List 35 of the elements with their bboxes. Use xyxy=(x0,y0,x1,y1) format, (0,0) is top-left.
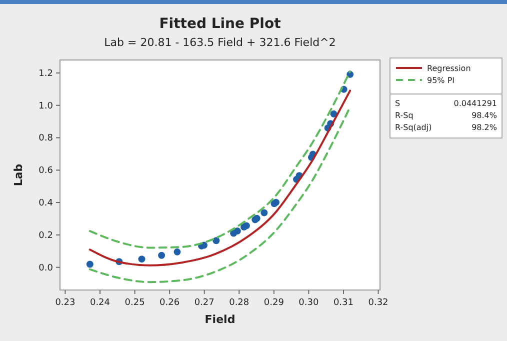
y-tick-label: 0.2 xyxy=(38,230,53,241)
x-tick-label: 0.27 xyxy=(194,298,214,308)
point xyxy=(86,260,94,268)
x-tick-label: 0.25 xyxy=(124,298,145,308)
point xyxy=(174,248,181,256)
x-tick-label: 0.24 xyxy=(90,298,110,308)
point xyxy=(242,222,250,230)
x-tick-label: 0.23 xyxy=(55,298,76,308)
legend-label: Regression xyxy=(427,64,471,73)
x-axis-title: Field xyxy=(204,313,236,326)
point xyxy=(234,228,241,235)
chart-subtitle: Lab = 20.81 - 163.5 Field + 321.6 Field^2 xyxy=(104,36,336,49)
point xyxy=(138,256,146,263)
x-tick-label: 0.31 xyxy=(333,298,354,308)
chart-title: Fitted Line Plot xyxy=(159,16,282,32)
point xyxy=(260,209,268,216)
y-axis-title: Lab xyxy=(12,164,25,186)
y-tick-label: 0.6 xyxy=(38,166,54,176)
y-tick-label: 0.4 xyxy=(38,198,54,209)
y-tick-label: 1.2 xyxy=(38,68,53,79)
x-tick-label: 0.30 xyxy=(298,298,319,308)
text: R-Sq 98.4% xyxy=(395,111,497,120)
x-tick-label: 0.26 xyxy=(160,298,180,308)
x-tick-label: 0.29 xyxy=(264,298,284,308)
y-tick-label: 0.0 xyxy=(38,263,54,274)
text: R-Sq(adj) 98.2% xyxy=(395,123,497,132)
text: S 0.0441291 xyxy=(395,99,497,108)
point xyxy=(212,237,220,244)
x-tick-label: 0.32 xyxy=(368,298,388,308)
legend-label: 95% PI xyxy=(427,76,455,85)
line-series xyxy=(88,90,352,266)
y-tick-label: 0.8 xyxy=(38,134,54,144)
x-tick-label: 0.28 xyxy=(229,298,250,308)
point xyxy=(158,252,166,259)
y-tick-label: 1.0 xyxy=(38,101,54,112)
